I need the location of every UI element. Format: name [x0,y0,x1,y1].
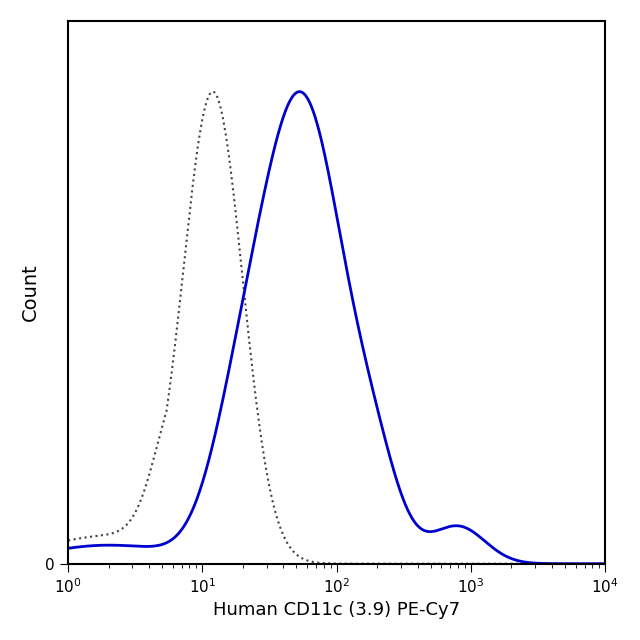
X-axis label: Human CD11c (3.9) PE-Cy7: Human CD11c (3.9) PE-Cy7 [213,601,460,619]
Y-axis label: Count: Count [21,264,40,321]
